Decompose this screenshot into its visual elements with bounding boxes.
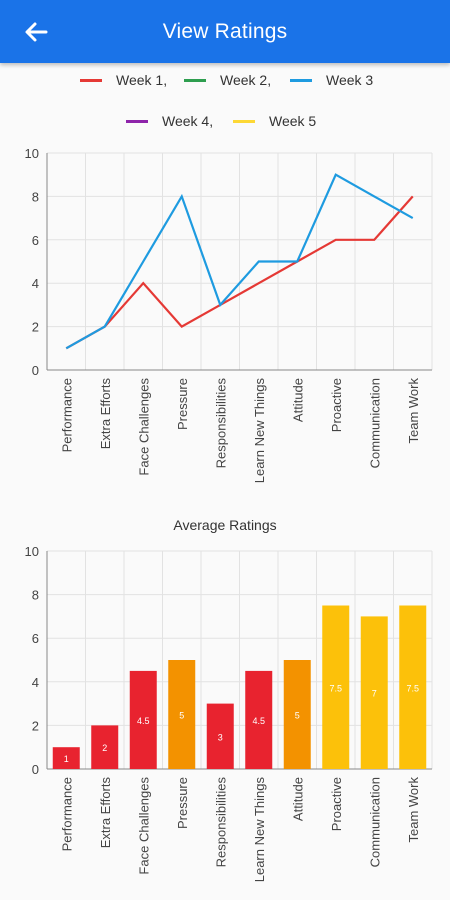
- series-line: [65, 173, 414, 350]
- bar-value-label: 5: [179, 711, 184, 721]
- legend-label: Week 3: [326, 72, 374, 88]
- bar: [206, 703, 234, 769]
- bar-value-label: 7: [372, 689, 377, 699]
- legend-item-week-2[interactable]: Week 2,: [184, 70, 271, 90]
- y-tick-label: 2: [32, 320, 39, 335]
- x-tick-label: Communication: [367, 378, 382, 468]
- y-tick-label: 10: [25, 146, 39, 161]
- x-tick-label: Proactive: [329, 378, 344, 432]
- bar-chart-title: Average Ratings: [173, 517, 277, 533]
- legend-item-week-5[interactable]: Week 5: [233, 111, 316, 131]
- legend-label: Week 1,: [116, 72, 168, 88]
- legend-item-week-4[interactable]: Week 4,: [126, 111, 213, 131]
- x-tick-label: Learn New Things: [252, 378, 267, 484]
- x-tick-label: Responsibilities: [213, 777, 228, 868]
- bar: [52, 747, 80, 769]
- y-tick-label: 0: [32, 762, 39, 777]
- x-tick-label: Performance: [59, 378, 74, 452]
- legend-swatch: [233, 119, 255, 123]
- back-button[interactable]: [20, 16, 52, 48]
- legend-swatch: [80, 78, 102, 82]
- y-tick-label: 4: [32, 675, 39, 690]
- legend-label: Week 4,: [162, 113, 214, 129]
- chart-legend: Week 1, Week 2, Week 3 Week 4, Week 5: [0, 64, 450, 144]
- legend-label: Week 2,: [220, 72, 272, 88]
- x-tick-label: Extra Efforts: [98, 777, 113, 849]
- x-tick-label: Communication: [367, 777, 382, 867]
- x-tick-label: Responsibilities: [213, 378, 228, 469]
- x-tick-label: Proactive: [329, 777, 344, 831]
- y-tick-label: 0: [32, 363, 39, 378]
- bar: [245, 670, 273, 769]
- legend-item-week-3[interactable]: Week 3: [290, 70, 373, 90]
- bar: [322, 605, 350, 769]
- x-tick-label: Performance: [59, 777, 74, 851]
- y-tick-label: 10: [25, 544, 39, 559]
- bar-value-label: 1: [64, 754, 69, 764]
- bar: [168, 660, 196, 769]
- bar: [129, 670, 157, 769]
- y-tick-label: 2: [32, 718, 39, 733]
- y-tick-label: 4: [32, 276, 39, 291]
- y-tick-label: 8: [32, 588, 39, 603]
- bar-value-label: 3: [218, 732, 223, 742]
- line-chart: 0 2 4 6 8 10 Performance Extra Efforts Face Chal…: [25, 146, 433, 484]
- bar-value-label: 7.5: [329, 683, 342, 693]
- y-tick-label: 8: [32, 189, 39, 204]
- x-tick-label: Pressure: [175, 777, 190, 829]
- x-tick-label: Extra Efforts: [98, 378, 113, 450]
- x-tick-label: Attitude: [290, 378, 305, 422]
- bar-chart: 0 2 4 6 8 10 Performance Extra Efforts Face Chal…: [25, 544, 433, 883]
- bar: [283, 660, 311, 769]
- bar-value-label: 5: [295, 711, 300, 721]
- legend-label: Week 5: [269, 113, 317, 129]
- bar-value-label: 4.5: [252, 716, 265, 726]
- series-line: [65, 195, 414, 350]
- x-tick-label: Learn New Things: [252, 777, 267, 883]
- bar-value-label: 2: [102, 743, 107, 753]
- legend-swatch: [184, 78, 206, 82]
- legend-swatch: [126, 119, 148, 123]
- bar-value-label: 7.5: [406, 683, 419, 693]
- x-tick-label: Face Challenges: [136, 378, 151, 476]
- app-bar: View Ratings: [0, 0, 450, 63]
- bar: [399, 605, 427, 769]
- bar: [360, 616, 388, 769]
- x-tick-label: Face Challenges: [136, 777, 151, 875]
- x-tick-label: Attitude: [290, 777, 305, 821]
- x-tick-label: Team Work: [406, 777, 421, 843]
- x-tick-label: Pressure: [175, 378, 190, 430]
- x-tick-label: Team Work: [406, 378, 421, 444]
- bar: [91, 725, 119, 769]
- legend-swatch: [290, 78, 312, 82]
- legend-item-week-1[interactable]: Week 1,: [80, 70, 167, 90]
- arrow-left-icon: [25, 22, 48, 42]
- page-title: View Ratings: [162, 19, 288, 43]
- y-tick-label: 6: [32, 233, 39, 248]
- y-tick-label: 6: [32, 631, 39, 646]
- bar-value-label: 4.5: [137, 716, 150, 726]
